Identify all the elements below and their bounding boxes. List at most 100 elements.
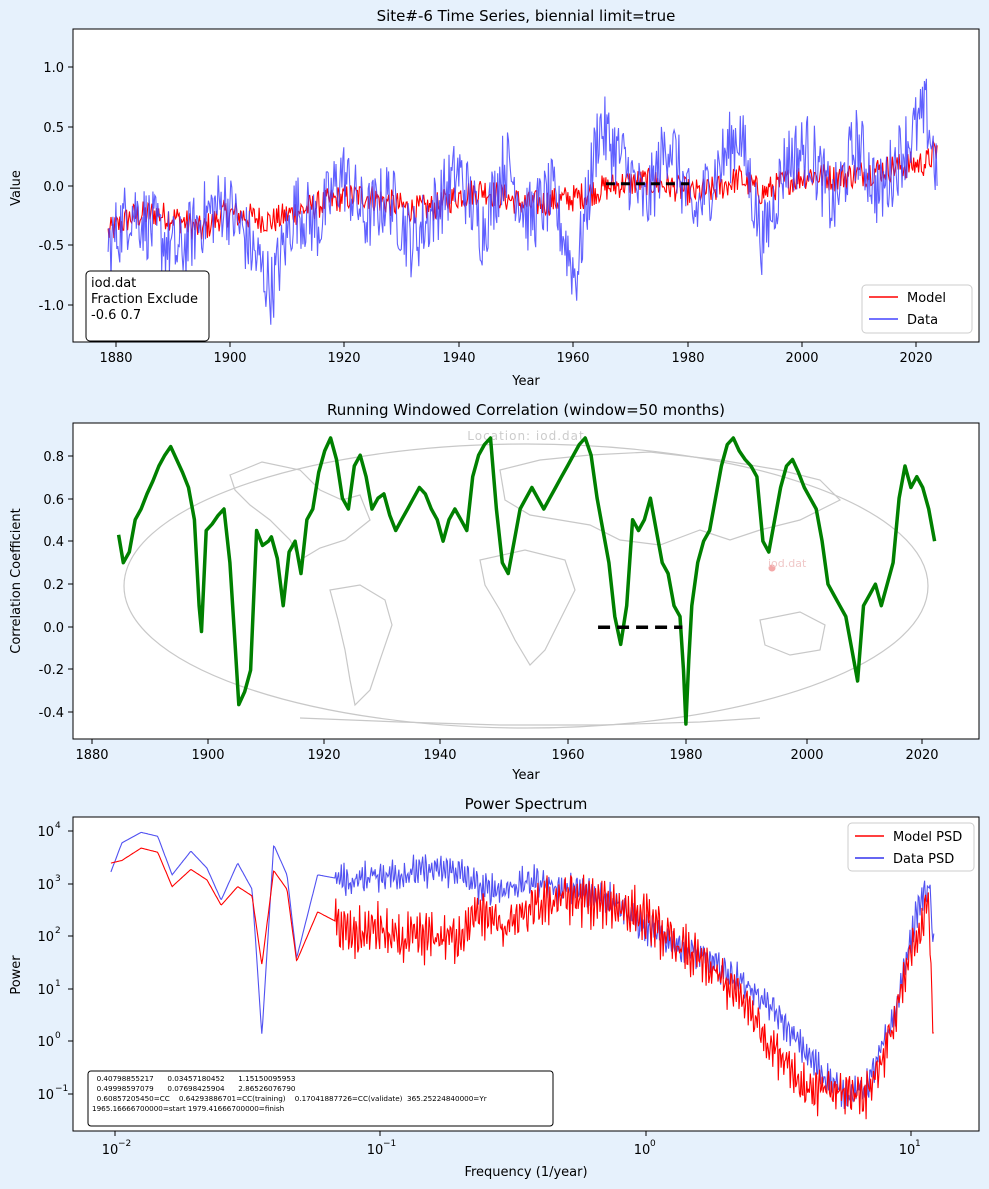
xtick-label: 2020 [905,748,938,763]
correlation-yticks: -0.4 -0.2 0.0 0.2 0.4 0.6 0.8 [39,450,73,721]
ytick-label: 0.6 [43,493,64,508]
xtick-label: 1900 [191,748,224,763]
ytick-exponent: 0 [55,1031,61,1041]
location-label: iod.dat [768,557,807,570]
ytick-label: 0.4 [43,535,64,550]
info-line: Fraction Exclude [91,292,198,307]
spectrum-xticks: 10 −2 10 −1 10 0 10 1 [102,1131,921,1158]
spectrum-yticks: 10 −1 10 0 10 1 10 2 10 3 10 4 [37,821,73,1103]
ytick-label: -0.5 [39,239,64,254]
location-marker [768,564,776,572]
stats-line: 0.60857205450=CC 0.64293886701=CC(traini… [92,1094,487,1103]
xtick-label: 1980 [671,351,704,366]
timeseries-xticks: 1880 1900 1920 1940 1960 1980 2000 2020 [99,342,933,366]
correlation-xticks: 1880 1900 1920 1940 1960 1980 2000 2020 [75,739,939,763]
xtick-label: 1960 [551,748,584,763]
xtick-label: 2000 [785,351,818,366]
ytick-label: 1.0 [43,61,64,76]
ytick-label: -0.2 [39,663,64,678]
ytick-base: 10 [37,983,54,998]
ytick-base: 10 [37,1088,54,1103]
xtick-exponent: −2 [118,1139,131,1149]
correlation-line [116,436,937,726]
spectrum-panel: Power Spectrum 10 −1 10 0 10 1 10 2 10 3… [9,795,980,1180]
correlation-frame [72,422,980,740]
xtick-label: 1920 [307,748,340,763]
timeseries-panel: Site#-6 Time Series, biennial limit=true… [9,7,980,389]
xtick-label: 1960 [556,351,589,366]
spectrum-xlabel: Frequency (1/year) [464,1165,587,1180]
timeseries-plot-area [73,29,979,342]
ytick-exponent: 3 [55,874,61,884]
spectrum-lines [110,831,935,1120]
spectrum-ylabel: Power [9,955,24,995]
stats-line: 0.49998597079 0.07698425904 2.8652607679… [92,1084,296,1093]
info-box-frame [85,270,210,342]
correlation-title: Running Windowed Correlation (window=50 … [327,401,725,419]
xtick-label: 2020 [899,351,932,366]
continent-eurasia [499,451,842,546]
ytick-base: 10 [37,878,54,893]
legend-label-data: Data [907,313,938,328]
xtick-base: 10 [102,1143,119,1158]
legend-frame [847,822,975,872]
xtick-label: 1940 [423,748,456,763]
xtick-base: 10 [634,1143,651,1158]
ytick-exponent: −1 [55,1084,68,1094]
xtick-label: 1920 [327,351,360,366]
xtick-label: 2000 [790,748,823,763]
xtick-label: 1880 [99,351,132,366]
timeseries-yticks: -1.0 -0.5 0.0 0.5 1.0 [39,61,73,314]
stats-line: 1965.16666700000=start 1979.41666700000=… [92,1104,284,1113]
ytick-label: 0.0 [43,180,64,195]
correlation-lines [116,436,937,726]
spectrum-frame [72,816,980,1132]
xtick-label: 1980 [669,748,702,763]
xtick-label: 1940 [442,351,475,366]
map-outline [123,443,929,729]
ytick-exponent: 1 [55,979,61,989]
legend-label-model-psd: Model PSD [893,830,962,845]
info-line: -0.6 0.7 [91,308,141,323]
ytick-label: 0.0 [43,621,64,636]
timeseries-legend: Model Data [861,284,973,334]
spectrum-stats-box: 0.40798855217 0.03457180452 1.1515009595… [87,1070,554,1127]
world-map-background [123,443,929,729]
continent-south-america [329,584,393,707]
timeseries-lines [107,78,938,325]
stats-box-frame [87,1070,554,1127]
map-watermark: Location: iod.dat [467,429,584,443]
correlation-panel: Running Windowed Correlation (window=50 … [9,401,980,783]
psd-line-data [110,831,935,1109]
continent-africa [479,549,576,666]
xtick-label: 1880 [75,748,108,763]
timeseries-xlabel: Year [511,374,540,389]
ytick-exponent: 4 [55,821,61,831]
correlation-ylabel: Correlation Coefficient [9,508,24,654]
ytick-base: 10 [37,825,54,840]
correlation-plot-area [73,423,979,739]
continent-australia [759,611,826,656]
xtick-exponent: 1 [915,1139,921,1149]
xtick-base: 10 [367,1143,384,1158]
series-line-data [107,78,938,325]
xtick-exponent: −1 [383,1139,396,1149]
xtick-exponent: 0 [650,1139,656,1149]
timeseries-ylabel: Value [9,170,24,206]
continent-antarctica [299,717,761,726]
spectrum-legend: Model PSD Data PSD [847,822,975,872]
timeseries-title: Site#-6 Time Series, biennial limit=true [377,7,676,25]
ytick-exponent: 2 [55,926,61,936]
stats-line: 0.40798855217 0.03457180452 1.1515009595… [92,1074,295,1083]
legend-label-model: Model [907,291,946,306]
legend-label-data-psd: Data PSD [893,852,954,867]
ytick-label: -0.4 [39,706,64,721]
info-line: iod.dat [91,276,136,291]
ytick-base: 10 [37,1035,54,1050]
ytick-label: 0.5 [43,121,64,136]
correlation-xlabel: Year [511,768,540,783]
ytick-base: 10 [37,930,54,945]
xtick-label: 1900 [213,351,246,366]
ytick-label: -1.0 [39,299,64,314]
